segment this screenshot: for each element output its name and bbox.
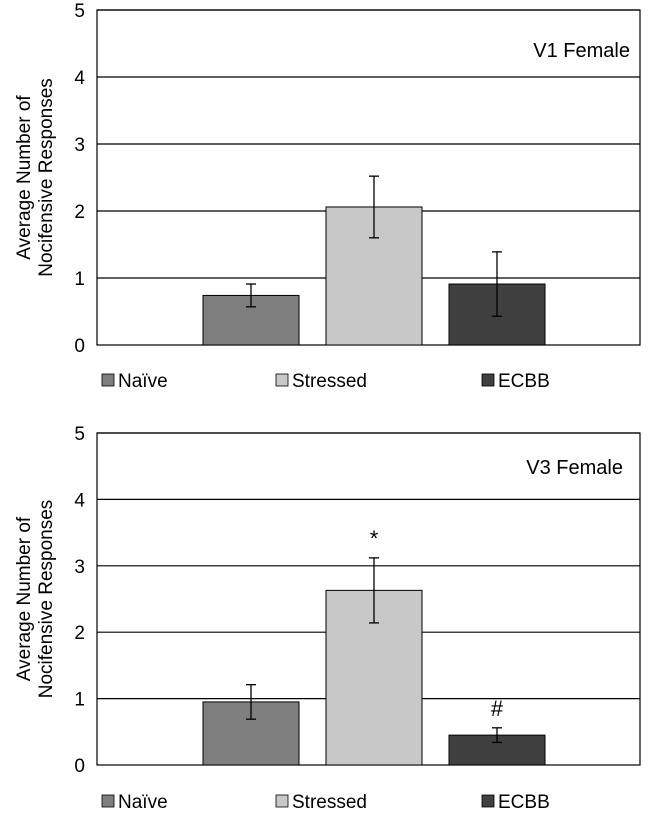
y-axis-label-line: Average Number of xyxy=(14,95,35,260)
y-tick-label: 5 xyxy=(74,424,85,445)
chart-panel-1: 0 1 2 3 4 5 Average Number ofNocifensive Respo… xyxy=(14,1,641,392)
legend-swatch xyxy=(275,373,289,387)
chart-title: V3 Female xyxy=(526,457,623,479)
y-axis-label-line: Nocifensive Responses xyxy=(36,500,57,699)
y-tick-label: 4 xyxy=(74,68,85,89)
bar-naïve xyxy=(202,701,300,766)
y-tick-label: 1 xyxy=(74,690,85,711)
significance-marker: * xyxy=(370,526,379,551)
legend-label: Stressed xyxy=(292,371,367,392)
legend-swatch xyxy=(481,373,495,387)
legend-label: Naïve xyxy=(118,792,168,813)
y-tick-label: 3 xyxy=(74,557,85,578)
y-tick-label: 2 xyxy=(74,623,85,644)
y-axis-label-line: Average Number of xyxy=(14,516,35,681)
y-tick-label: 4 xyxy=(74,490,85,511)
y-axis-label-line: Nocifensive Responses xyxy=(36,78,57,277)
legend-swatch xyxy=(101,794,115,808)
chart-title: V1 Female xyxy=(533,40,630,62)
legend-label: Naïve xyxy=(118,371,168,392)
legend-swatch xyxy=(101,373,115,387)
chart-panel-2: 0 1 2 3 4 5 Average Number ofNocifensive Respo… xyxy=(14,424,641,813)
legend-label: ECBB xyxy=(498,792,550,813)
significance-marker: # xyxy=(491,696,504,721)
y-tick-label: 5 xyxy=(74,1,85,22)
y-tick-label: 3 xyxy=(74,135,85,156)
y-tick-label: 2 xyxy=(74,202,85,223)
legend-swatch xyxy=(481,794,495,808)
y-tick-label: 0 xyxy=(74,336,85,357)
legend-label: ECBB xyxy=(498,371,550,392)
y-axis-label: Average Number ofNocifensive Responses xyxy=(14,78,57,277)
y-tick-label: 1 xyxy=(74,269,85,290)
y-axis-label: Average Number ofNocifensive Responses xyxy=(14,500,57,699)
legend-swatch xyxy=(275,794,289,808)
y-tick-label: 0 xyxy=(74,756,85,777)
legend-label: Stressed xyxy=(292,792,367,813)
